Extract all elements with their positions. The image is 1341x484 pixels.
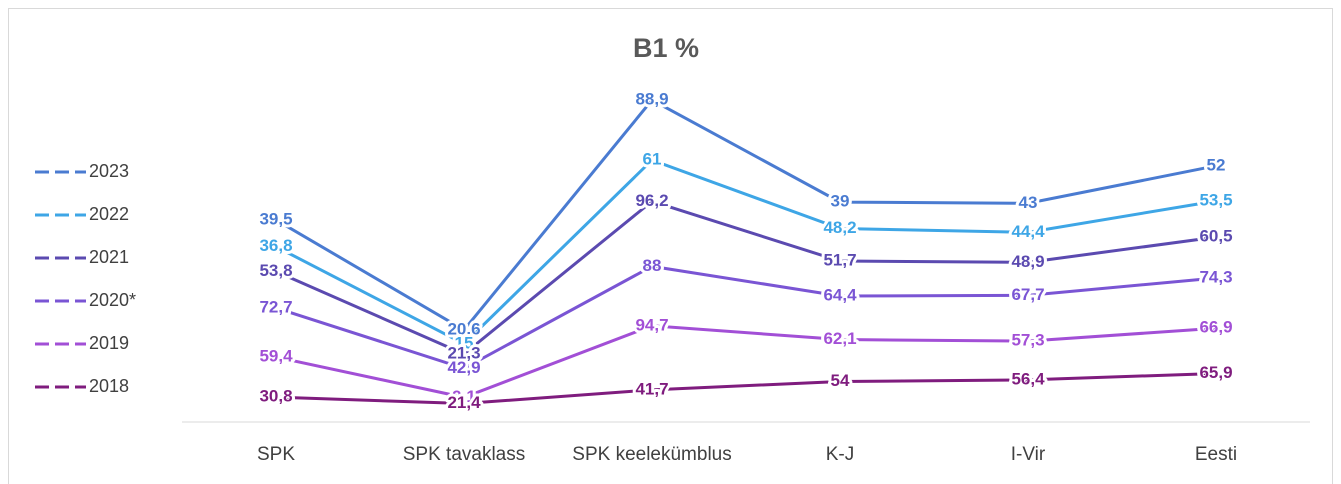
legend-label: 2021 bbox=[89, 247, 129, 267]
data-label: 43 bbox=[1019, 193, 1038, 212]
line-series bbox=[275, 371, 1217, 406]
data-label: 20,6 bbox=[447, 319, 480, 338]
data-label: 30,8 bbox=[259, 387, 292, 406]
data-label: 66,9 bbox=[1199, 318, 1232, 337]
data-label: 53,5 bbox=[1199, 190, 1232, 209]
data-label: 21,3 bbox=[447, 343, 480, 362]
data-label: 54 bbox=[831, 371, 850, 390]
data-label: 48,2 bbox=[823, 218, 856, 237]
x-tick-label: I-Vir bbox=[1011, 444, 1046, 465]
data-label: 61 bbox=[643, 150, 662, 169]
line-series bbox=[275, 98, 1217, 332]
data-label: 65,9 bbox=[1199, 363, 1232, 382]
x-tick-label: Eesti bbox=[1195, 444, 1237, 465]
data-label: 21,4 bbox=[447, 393, 481, 412]
data-label: 88,9 bbox=[635, 89, 668, 108]
data-label: 72,7 bbox=[259, 297, 292, 316]
data-label: 53,8 bbox=[259, 261, 292, 280]
data-label: 88 bbox=[643, 256, 662, 275]
legend-label: 2020* bbox=[89, 290, 136, 310]
data-label: 59,4 bbox=[259, 347, 293, 366]
x-tick-label: K-J bbox=[826, 444, 855, 465]
data-label: 64,4 bbox=[823, 285, 857, 304]
line-series bbox=[275, 199, 1217, 356]
data-label: 67,7 bbox=[1011, 285, 1044, 304]
data-label: 15 bbox=[455, 333, 474, 352]
line-series bbox=[275, 324, 1217, 399]
data-label: 39 bbox=[831, 192, 850, 211]
data-label: 60,5 bbox=[1199, 227, 1232, 246]
legend-label: 2019 bbox=[89, 333, 129, 353]
data-label: 41,7 bbox=[635, 379, 668, 398]
data-label: 9,1 bbox=[452, 387, 476, 406]
data-label: 42,9 bbox=[447, 358, 480, 377]
x-tick-label: SPK bbox=[257, 444, 295, 465]
legend-label: 2023 bbox=[89, 161, 129, 181]
legend-label: 2022 bbox=[89, 204, 129, 224]
chart-title: B1 % bbox=[633, 33, 699, 63]
x-tick-label: SPK tavaklass bbox=[403, 444, 526, 465]
data-label: 48,9 bbox=[1011, 252, 1044, 271]
chart-frame bbox=[8, 8, 1333, 484]
data-label: 96,2 bbox=[635, 191, 668, 210]
data-label: 52 bbox=[1207, 155, 1226, 174]
data-label: 74,3 bbox=[1199, 268, 1232, 287]
data-label: 39,5 bbox=[259, 209, 292, 228]
legend-label: 2018 bbox=[89, 376, 129, 396]
data-label: 62,1 bbox=[823, 329, 856, 348]
data-label: 94,7 bbox=[635, 315, 668, 334]
data-label: 51,7 bbox=[823, 251, 856, 270]
line-series bbox=[275, 158, 1217, 346]
data-label: 36,8 bbox=[259, 236, 292, 255]
data-label: 57,3 bbox=[1011, 331, 1044, 350]
x-tick-label: SPK keelekümblus bbox=[572, 444, 731, 465]
data-label: 44,4 bbox=[1011, 222, 1045, 241]
line-series bbox=[275, 264, 1217, 371]
data-label: 56,4 bbox=[1011, 369, 1045, 388]
